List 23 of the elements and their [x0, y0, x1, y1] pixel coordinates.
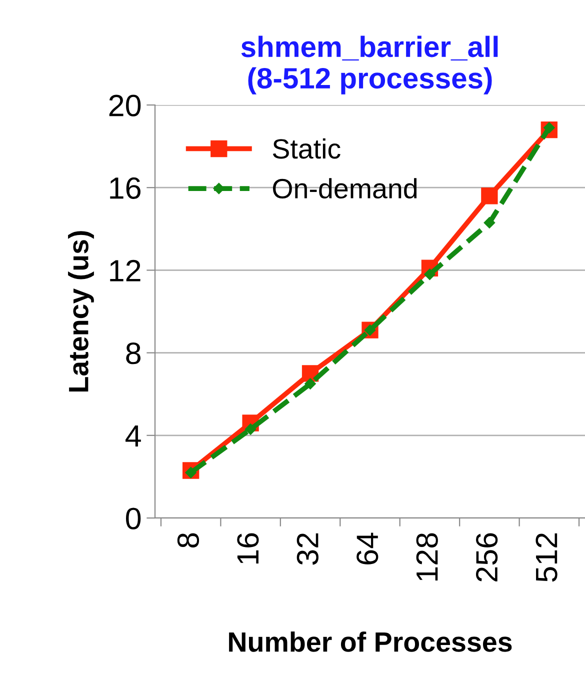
legend-label: Static [272, 138, 340, 159]
x-tick-label: 8 [177, 533, 200, 548]
x-axis-title: Number of Processes [229, 631, 512, 652]
y-tick-label: 4 [126, 425, 141, 446]
point [481, 188, 498, 204]
x-tick-label: 128 [416, 533, 438, 581]
x-tick-label: 32 [296, 533, 318, 565]
legend-label: On-demand [272, 178, 417, 199]
y-tick-label: 16 [110, 177, 140, 199]
y-tick-label: 20 [109, 94, 141, 116]
chart-title: shmem_barrier_all (8-512 processes) [241, 36, 498, 94]
y-tick-label: 0 [126, 508, 141, 530]
y-tick-label: 8 [126, 342, 140, 364]
x-tick-label: 64 [356, 532, 378, 564]
y-tick-label: 12 [110, 260, 140, 282]
point [244, 424, 256, 435]
x-tick-label: 512 [536, 533, 558, 582]
x-tick-label: 256 [476, 533, 498, 582]
point [304, 378, 316, 390]
point [484, 217, 496, 228]
y-axis-title: Latency (us) [68, 231, 94, 392]
x-tick-label: 16 [237, 533, 259, 564]
point [424, 268, 436, 280]
